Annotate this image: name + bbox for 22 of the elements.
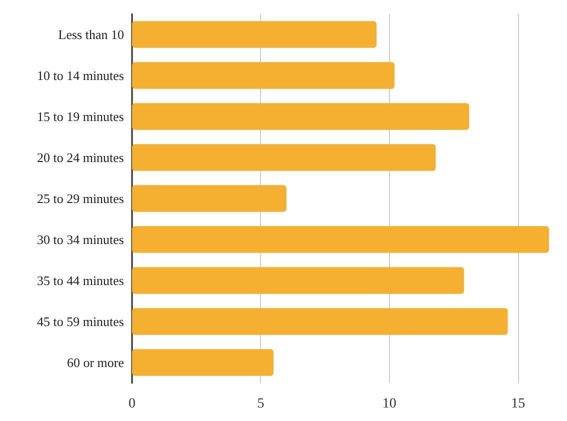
y-tick-label: 20 to 24 minutes xyxy=(36,150,124,165)
y-tick-label: 25 to 29 minutes xyxy=(36,191,124,206)
y-tick-label: 35 to 44 minutes xyxy=(36,273,124,288)
bar xyxy=(132,62,395,89)
y-tick-label: Less than 10 xyxy=(58,27,124,42)
bar xyxy=(132,226,549,253)
bar xyxy=(132,144,436,171)
bar xyxy=(132,21,377,48)
bar xyxy=(132,185,286,212)
bar xyxy=(132,349,274,376)
bar xyxy=(132,267,464,294)
y-tick-label: 60 or more xyxy=(66,355,124,370)
y-tick-label: 45 to 59 minutes xyxy=(36,314,124,329)
bar xyxy=(132,308,508,335)
x-tick-label: 5 xyxy=(257,396,264,412)
y-tick-label: 10 to 14 minutes xyxy=(36,68,124,83)
bar xyxy=(132,103,470,130)
y-tick-label: 30 to 34 minutes xyxy=(36,232,124,247)
x-tick-label: 15 xyxy=(511,396,526,412)
x-tick-label: 10 xyxy=(382,396,396,412)
y-tick-label: 15 to 19 minutes xyxy=(36,109,124,124)
x-tick-label: 0 xyxy=(128,396,136,412)
